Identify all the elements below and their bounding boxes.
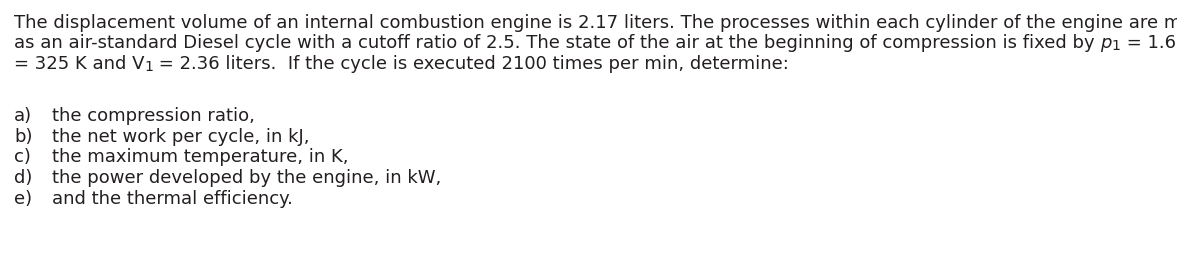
Text: the compression ratio,: the compression ratio, (52, 108, 255, 126)
Text: p: p (1100, 34, 1112, 52)
Text: e): e) (14, 189, 32, 207)
Text: b): b) (14, 128, 33, 146)
Text: 1: 1 (1112, 39, 1121, 54)
Text: the maximum temperature, in K,: the maximum temperature, in K, (52, 149, 348, 167)
Text: = 2.36 liters.  If the cycle is executed 2100 times per min, determine:: = 2.36 liters. If the cycle is executed … (153, 55, 790, 73)
Text: The displacement volume of an internal combustion engine is 2.17 liters. The pro: The displacement volume of an internal c… (14, 14, 1177, 32)
Text: the net work per cycle, in kJ,: the net work per cycle, in kJ, (52, 128, 310, 146)
Text: = 1.6 bar, T: = 1.6 bar, T (1121, 34, 1177, 52)
Text: as an air-standard Diesel cycle with a cutoff ratio of 2.5. The state of the air: as an air-standard Diesel cycle with a c… (14, 34, 1100, 52)
Text: the power developed by the engine, in kW,: the power developed by the engine, in kW… (52, 169, 441, 187)
Text: 1: 1 (145, 60, 153, 74)
Text: = 325 K and V: = 325 K and V (14, 55, 145, 73)
Text: d): d) (14, 169, 33, 187)
Text: and the thermal efficiency.: and the thermal efficiency. (52, 189, 293, 207)
Text: a): a) (14, 108, 32, 126)
Text: c): c) (14, 149, 31, 167)
